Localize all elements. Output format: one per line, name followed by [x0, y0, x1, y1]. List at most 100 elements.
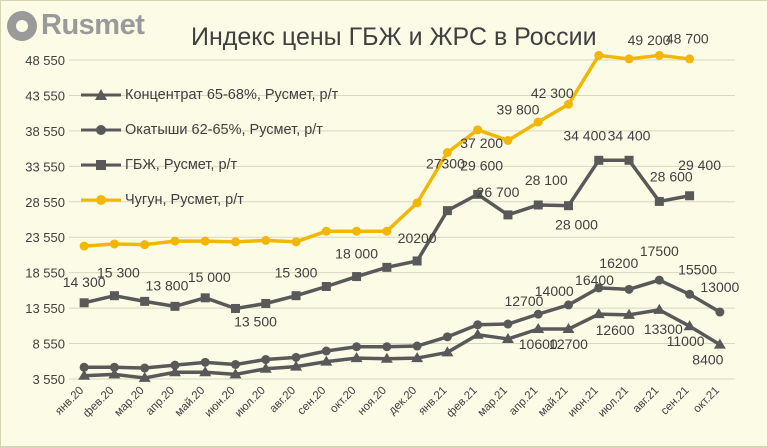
data-label: 15 000: [188, 269, 231, 285]
data-point: [683, 320, 696, 331]
x-tick-label: мар.21: [476, 385, 510, 419]
triangle-marker-icon: [81, 88, 121, 100]
data-label: 13000: [700, 279, 739, 295]
x-tick-label: апр.20: [144, 385, 177, 418]
data-point: [291, 352, 301, 362]
data-point: [654, 275, 664, 285]
data-label: 27300: [426, 156, 465, 172]
data-point: [503, 210, 513, 220]
square-marker-icon: [81, 159, 121, 170]
data-point: [623, 308, 636, 319]
y-tick-label: 18 550: [25, 266, 65, 281]
data-point: [503, 319, 513, 329]
data-point: [200, 357, 210, 367]
data-point: [108, 368, 121, 379]
data-point: [109, 291, 119, 301]
data-label: 14000: [535, 283, 574, 299]
legend-label: Концентрат 65-68%, Русмет, р/т: [125, 86, 339, 103]
data-point: [382, 342, 392, 352]
x-tick-label: июн.20: [203, 385, 238, 420]
data-point: [350, 352, 363, 363]
data-label: 15 300: [97, 265, 140, 281]
legend-label: Окатыши 62-65%, Русмет, р/т: [125, 121, 323, 138]
rusmet-logo-icon: [7, 10, 37, 41]
data-point: [412, 341, 422, 351]
y-tick-label: 43 550: [25, 88, 65, 103]
data-label: 39 800: [497, 101, 540, 117]
data-point: [412, 256, 422, 266]
data-label: 12600: [596, 322, 635, 338]
data-point: [594, 155, 604, 165]
data-point: [140, 240, 150, 250]
data-point: [532, 323, 545, 334]
data-point: [138, 371, 151, 382]
x-tick-label: июн.21: [566, 385, 601, 420]
data-point: [503, 135, 513, 145]
data-point: [261, 355, 271, 365]
data-point: [473, 125, 483, 135]
data-point: [200, 236, 210, 246]
data-point: [380, 352, 393, 363]
data-point: [685, 289, 695, 299]
x-tick-label: апр.21: [507, 385, 540, 418]
x-tick-label: сен.21: [659, 385, 692, 418]
data-point: [261, 299, 271, 309]
data-label: 14 300: [63, 274, 106, 290]
data-label: 20200: [398, 230, 437, 246]
data-point: [140, 296, 150, 306]
data-point: [261, 235, 271, 245]
data-point: [320, 355, 333, 366]
data-point: [442, 148, 452, 158]
data-point: [592, 308, 605, 319]
data-point: [501, 332, 514, 343]
y-tick-label: 23 550: [25, 230, 65, 245]
circle-marker-icon: [81, 194, 121, 205]
data-label: 18 000: [335, 246, 378, 262]
data-label: 15500: [678, 261, 717, 277]
data-label: 28 000: [555, 217, 598, 233]
data-label: 34 400: [563, 127, 606, 143]
data-point: [713, 338, 726, 349]
data-point: [564, 201, 573, 211]
data-point: [715, 307, 725, 317]
x-tick-label: фев.21: [444, 385, 479, 420]
data-point: [412, 198, 422, 208]
data-point: [533, 117, 543, 127]
data-point: [382, 262, 392, 272]
data-point: [441, 346, 454, 357]
x-tick-label: окт.20: [328, 385, 359, 416]
data-point: [170, 301, 180, 311]
data-point: [471, 328, 484, 339]
rusmet-logo: Rusmet: [7, 9, 145, 42]
data-label: 49 200: [628, 32, 671, 48]
data-point: [290, 360, 303, 371]
data-point: [79, 241, 89, 251]
data-label: 17500: [640, 243, 679, 259]
x-tick-label: июл.21: [596, 385, 631, 420]
data-point: [231, 237, 240, 247]
x-tick-label: ноя.20: [356, 385, 389, 418]
x-tick-label: дек.20: [387, 385, 420, 418]
data-label: 37 200: [460, 135, 503, 151]
data-label: 8400: [692, 352, 723, 368]
x-axis-tick-labels: янв.20фев.20мар.20апр.20май.20июн.20июл.…: [53, 385, 722, 420]
data-point: [140, 363, 150, 373]
data-point: [231, 303, 240, 313]
data-point: [321, 226, 331, 236]
data-point: [411, 352, 424, 363]
data-point: [562, 323, 575, 334]
chart-title: Индекс цены ГБЖ и ЖРС в России: [191, 23, 597, 51]
data-label: 26 700: [477, 184, 520, 200]
data-point: [442, 206, 452, 216]
data-point: [291, 237, 301, 247]
data-label: 28 600: [650, 168, 693, 184]
data-point: [231, 359, 240, 369]
x-tick-label: май.20: [173, 385, 207, 419]
data-point: [79, 298, 89, 308]
data-point: [291, 291, 301, 301]
legend-item-pig-iron: Чугун, Русмет, р/т: [81, 182, 338, 217]
y-axis-tick-labels: 3 550 8 550 13 550 18 550 23 550 28 550 33 550…: [25, 53, 65, 387]
legend-item-pellets: Окатыши 62-65%, Русмет, р/т: [81, 112, 338, 147]
